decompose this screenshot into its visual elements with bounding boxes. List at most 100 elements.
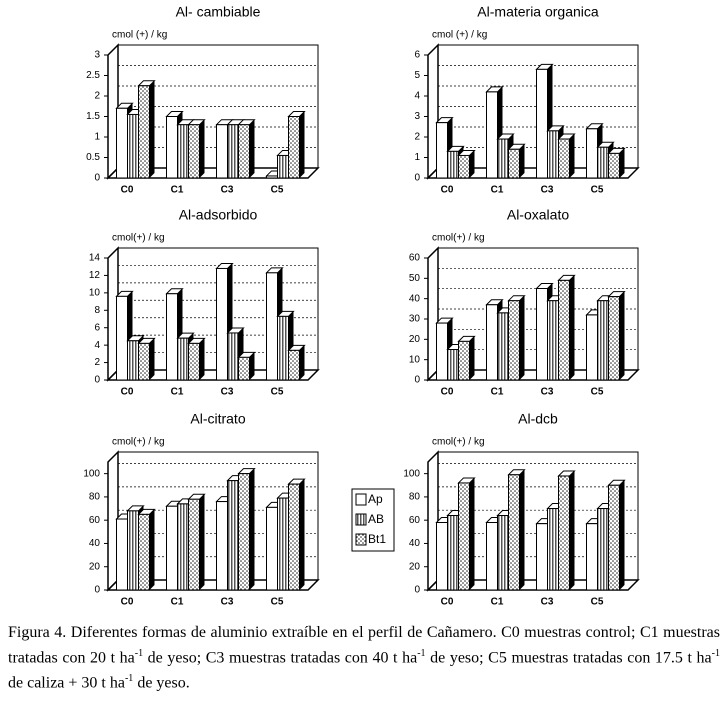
bar (458, 154, 470, 179)
bar-side (469, 150, 475, 178)
x-tick-label: C0 (121, 387, 134, 398)
bar-side (569, 470, 575, 590)
bar (216, 124, 228, 179)
bar (166, 505, 178, 591)
bar-side (299, 479, 305, 590)
bar (216, 267, 228, 381)
caption-superscript: -1 (134, 648, 144, 659)
bar (288, 349, 300, 381)
bar (138, 342, 150, 381)
caption: Figura 4. Diferentes formas de aluminio … (8, 622, 720, 694)
y-tick-label: 0 (414, 375, 420, 386)
y-tick-label: 12 (89, 270, 101, 281)
legend-swatch (355, 493, 367, 506)
bar-side (149, 338, 155, 380)
y-tick-label: 80 (89, 492, 101, 503)
bar-side (299, 345, 305, 380)
bar (547, 300, 559, 381)
chart-title: Al-oxalato (507, 207, 569, 223)
y-axis-label: cmol(+) / kg (432, 437, 485, 448)
bar (116, 107, 128, 179)
bar (188, 498, 200, 591)
y-tick-label: 4 (414, 91, 420, 102)
bar-side (569, 275, 575, 380)
x-tick-label: C0 (441, 387, 454, 398)
bar (436, 322, 448, 381)
y-tick-label: 20 (409, 561, 421, 572)
y-tick-label: 20 (89, 561, 101, 572)
bar-side (469, 336, 475, 380)
x-tick-label: C1 (491, 597, 504, 608)
bar-side (299, 111, 305, 178)
x-tick-label: C3 (541, 597, 554, 608)
bar (597, 508, 609, 591)
bar-side (249, 468, 255, 590)
bar-side (619, 148, 625, 178)
x-tick-label: C1 (491, 185, 504, 196)
bar (188, 124, 200, 179)
bar (266, 175, 278, 179)
y-tick-label: 2 (414, 132, 420, 143)
y-tick-label: 6 (414, 50, 420, 61)
legend-label: AB (368, 512, 384, 526)
y-tick-label: 5 (414, 70, 420, 81)
bar (508, 474, 520, 591)
x-tick-label: C0 (121, 185, 134, 196)
x-tick-label: C3 (541, 387, 554, 398)
x-tick-label: C1 (171, 387, 184, 398)
y-tick-label: 60 (409, 515, 421, 526)
x-tick-label: C5 (591, 387, 604, 398)
legend-label: Ap (368, 492, 383, 506)
bar (127, 510, 139, 591)
bar (266, 506, 278, 591)
legend-swatch (355, 513, 367, 526)
bar (608, 152, 620, 179)
y-axis-label: cmol (+) / kg (432, 30, 487, 41)
bar (238, 356, 250, 381)
bar (127, 340, 139, 381)
bar (547, 130, 559, 179)
bar (508, 300, 520, 381)
bar (536, 288, 548, 381)
y-tick-label: 14 (89, 253, 101, 264)
bar (177, 337, 189, 381)
y-tick-label: 60 (409, 253, 421, 264)
bar (608, 484, 620, 591)
x-tick-label: C1 (171, 185, 184, 196)
bar-side (569, 134, 575, 178)
bar (458, 340, 470, 381)
y-tick-label: 0 (94, 585, 100, 596)
chart-title: Al-citrato (190, 411, 245, 427)
bar-side (519, 295, 525, 380)
bar-side (199, 338, 205, 380)
y-tick-label: 40 (89, 538, 101, 549)
caption-text: de caliza + 30 t ha (8, 674, 125, 692)
x-tick-label: C5 (271, 185, 284, 196)
bar (238, 473, 250, 591)
caption-text: Figura 4. Diferentes formas de aluminio … (8, 624, 720, 667)
bar (116, 518, 128, 591)
bar (288, 483, 300, 591)
bar (266, 272, 278, 381)
bar (227, 480, 239, 591)
bar (486, 522, 498, 591)
bar (238, 124, 250, 179)
y-tick-label: 3 (414, 111, 420, 122)
bar (116, 295, 128, 381)
y-tick-label: 6 (94, 322, 100, 333)
y-tick-label: 10 (89, 287, 101, 298)
y-tick-label: 60 (89, 515, 101, 526)
bar (547, 508, 559, 591)
bar (486, 91, 498, 179)
bar (558, 475, 570, 591)
x-tick-label: C0 (441, 597, 454, 608)
bar-side (619, 480, 625, 590)
y-tick-label: 100 (83, 468, 100, 479)
x-tick-label: C5 (591, 185, 604, 196)
bar (227, 332, 239, 381)
chart-title: Al-materia organica (477, 4, 599, 20)
y-tick-label: 80 (409, 492, 421, 503)
bar (458, 482, 470, 591)
y-tick-label: 0 (414, 173, 420, 184)
chart-title: Al- cambiable (176, 4, 261, 20)
